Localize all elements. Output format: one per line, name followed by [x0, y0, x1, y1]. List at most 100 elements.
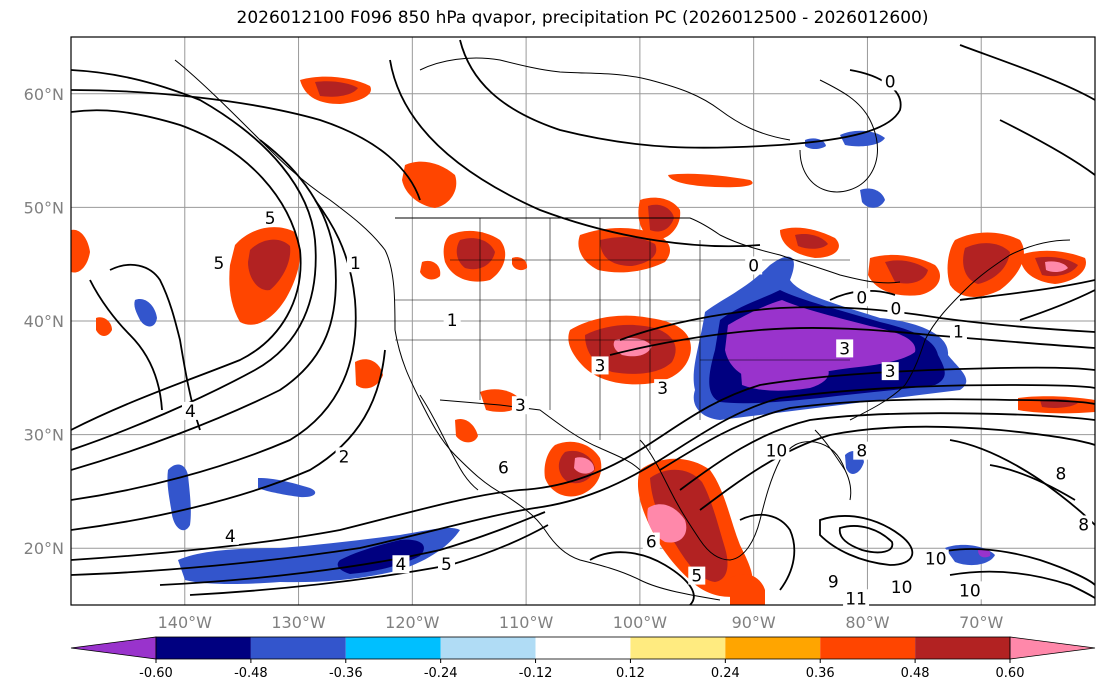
contour-label-background	[881, 72, 899, 91]
contour-label: 10	[891, 578, 913, 598]
coastline-hudson	[799, 79, 878, 193]
border-states	[395, 218, 850, 450]
contour-line	[699, 425, 1095, 511]
precip-positive-alaska-core	[315, 81, 358, 97]
contour-label: 5	[691, 567, 702, 587]
contour-line	[959, 44, 1095, 101]
colorbar-tick-label: 0.48	[901, 666, 930, 681]
contour-label-background	[437, 555, 455, 574]
latitude-tick-label: 30°N	[24, 426, 64, 445]
contour-label: 1	[350, 254, 361, 274]
coastline-canada-north	[419, 57, 791, 141]
contour-label: 2	[339, 447, 350, 467]
latitude-tick-label: 60°N	[24, 85, 64, 104]
contour-label-background	[511, 396, 529, 415]
longitude-tick-label: 110°W	[499, 613, 554, 632]
coastline-east	[849, 239, 1071, 421]
contour-label-background	[853, 288, 871, 307]
colorbar-segment	[820, 637, 916, 659]
contour-label: 10	[766, 442, 788, 462]
colorbar-tick-label: -0.48	[234, 666, 268, 681]
colorbar-extend-high	[1009, 636, 1096, 660]
precip-negative-pacific-west	[167, 464, 191, 531]
map-frame-border	[70, 36, 1096, 606]
contour-label: 8	[1078, 515, 1089, 535]
contour-label-background	[210, 254, 228, 273]
colorbar	[70, 636, 1096, 660]
coastline-gulf	[639, 439, 846, 561]
contour-line	[999, 119, 1095, 176]
contour-label: 11	[845, 589, 867, 609]
contour-line	[838, 525, 894, 554]
colorbar-tick-label: -0.24	[424, 666, 458, 681]
precip-positive-baja-pink	[574, 457, 595, 474]
colorbar-tick-label: 0.24	[711, 666, 740, 681]
map-title: 2026012100 F096 850 hPa qvapor, precipit…	[236, 8, 929, 28]
contour-label-background	[654, 379, 672, 398]
contour-label-background	[494, 458, 512, 477]
colorbar-segment	[630, 637, 726, 659]
precip-positive-bc-core	[248, 239, 291, 291]
contour-label: 0	[856, 288, 867, 308]
contour-label: 5	[265, 209, 276, 229]
contour-line	[959, 279, 1095, 301]
contour-labels: 4 4 5 5 1 2 4 5 1 6 3 3 3 10 3 3 0 0 1 8 8 8 9 11 10 10 10 5 6 0 0	[181, 72, 1093, 609]
contour-label-background	[181, 401, 199, 420]
precip-negative-manitoba	[860, 188, 885, 208]
precip-positive-small-3	[668, 173, 753, 188]
contour-label-background	[922, 549, 949, 568]
contour-label: 6	[498, 459, 509, 479]
contour-line	[619, 306, 1095, 341]
precip-positive-west-pacific2	[96, 317, 112, 336]
contour-label-background	[1075, 515, 1093, 534]
contour-label-background	[392, 555, 410, 574]
contour-line	[739, 513, 796, 591]
longitude-tick-label: 90°W	[732, 613, 776, 632]
contour-label: 4	[225, 527, 236, 547]
colorbar-labels: -0.60 -0.48 -0.36 -0.24 -0.12 0.12 0.24 0.36 0.4…	[139, 659, 1024, 681]
precip-positive-montana-core	[456, 238, 495, 270]
contour-label: 0	[748, 256, 759, 276]
precip-positive-small-2	[420, 260, 441, 280]
latitude-tick-label: 50°N	[24, 198, 64, 217]
contour-label: 0	[890, 300, 901, 320]
contour-line	[819, 515, 914, 566]
contour-line	[659, 398, 1095, 471]
contour-label-background	[888, 577, 915, 596]
colorbar-segment	[725, 637, 821, 659]
contour-label-background	[1052, 464, 1070, 483]
contour-line	[989, 464, 1076, 501]
contour-label: 0	[885, 72, 896, 92]
contour-label-background	[745, 256, 763, 275]
contour-label-background	[346, 254, 364, 273]
contour-line	[589, 551, 695, 605]
contour-label: 5	[441, 555, 452, 575]
contour-label: 3	[839, 339, 850, 359]
contour-label-background	[221, 526, 239, 545]
contour-label-background	[824, 572, 842, 591]
longitude-tick-label: 140°W	[158, 613, 213, 632]
contour-line	[929, 548, 1095, 586]
contour-line	[71, 109, 302, 431]
precip-negative-east-us-core2	[740, 357, 829, 391]
contour-line	[71, 366, 1095, 561]
contour-line	[1019, 289, 1095, 321]
longitude-tick-label: 70°W	[959, 613, 1003, 632]
contour-line	[389, 59, 761, 248]
contour-label-background	[591, 356, 609, 375]
longitude-tick-label: 100°W	[613, 613, 668, 632]
contour-label: 4	[396, 555, 407, 575]
contour-label-background	[956, 581, 983, 600]
contour-label: 3	[885, 362, 896, 382]
contour-label: 3	[515, 396, 526, 416]
precip-positive-nevada	[355, 359, 383, 389]
border-us-mexico	[439, 399, 641, 471]
colorbar-tick-label: 0.12	[616, 666, 645, 681]
contour-label: 6	[646, 533, 657, 553]
colorbar-tick-label: 0.36	[806, 666, 835, 681]
coastlines-and-borders	[174, 57, 1071, 601]
longitude-tick-label: 120°W	[385, 613, 440, 632]
contour-label-background	[881, 362, 899, 381]
contour-label-background	[843, 589, 870, 608]
precip-positive-caribbean	[730, 574, 765, 605]
